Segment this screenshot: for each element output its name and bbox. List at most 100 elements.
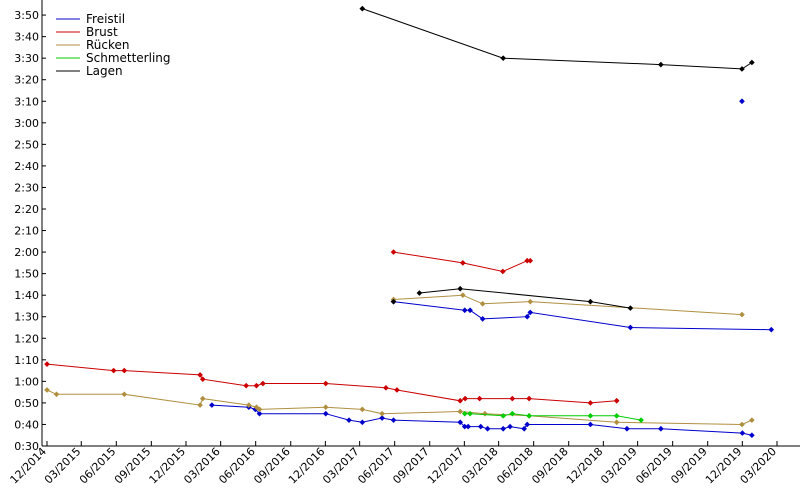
data-point (749, 432, 755, 439)
series-line (46, 363, 617, 404)
data-point (322, 380, 329, 387)
legend-label: Brust (86, 25, 118, 39)
y-tick-label: 3:00 (14, 117, 39, 130)
data-point (394, 387, 400, 393)
data-point (379, 410, 385, 417)
data-point (467, 410, 473, 417)
legend-entry: Schmetterling (56, 51, 171, 65)
data-point (197, 372, 203, 378)
x-tick-label: 03/2017 (320, 445, 362, 487)
legend-label: Schmetterling (86, 51, 171, 65)
x-tick-label: 03/2018 (459, 445, 501, 487)
data-point (482, 410, 488, 417)
x-tick-label: 06/2018 (494, 445, 536, 487)
x-tick-label: 12/2017 (425, 445, 467, 487)
y-tick-label: 1:10 (14, 354, 39, 367)
y-tick-label: 3:30 (14, 52, 39, 65)
data-point (627, 305, 634, 311)
series-rücken (44, 387, 755, 428)
data-point (507, 423, 513, 430)
y-tick-label: 3:40 (14, 31, 39, 44)
data-point (462, 395, 468, 402)
x-tick-label: 03/2020 (738, 445, 780, 487)
data-point (457, 408, 464, 415)
x-tick-label: 06/2015 (77, 445, 119, 487)
series-brust (44, 361, 620, 406)
data-point (526, 413, 532, 419)
data-point (749, 417, 755, 423)
data-point (383, 384, 389, 391)
legend-label: Lagen (86, 64, 123, 78)
data-point (484, 425, 491, 432)
series-freistil (739, 98, 745, 105)
x-tick-label: 09/2016 (251, 445, 293, 487)
x-tick-label: 09/2019 (668, 445, 710, 487)
data-point (199, 376, 206, 383)
data-point (500, 55, 507, 62)
data-point (461, 307, 468, 314)
data-point (199, 395, 206, 402)
x-tick-label: 09/2017 (390, 445, 432, 487)
data-point (479, 316, 486, 322)
data-point (379, 415, 385, 421)
data-point (587, 413, 594, 419)
y-tick-label: 3:50 (14, 9, 39, 22)
data-point (500, 413, 507, 419)
data-point (587, 298, 594, 305)
series-freistil (209, 402, 755, 439)
data-point (499, 268, 506, 275)
data-point (465, 423, 471, 430)
data-point (527, 298, 534, 305)
legend-entry: Lagen (56, 64, 123, 78)
data-point (524, 421, 531, 428)
data-point (243, 382, 249, 389)
series-freistil (390, 298, 775, 333)
legend-entry: Rücken (56, 38, 130, 52)
data-point (739, 66, 745, 72)
series-line (464, 413, 642, 421)
data-point (359, 5, 366, 12)
data-point (613, 419, 620, 426)
data-point (477, 423, 484, 430)
y-tick-label: 0:30 (14, 440, 39, 453)
data-point (253, 382, 260, 389)
x-tick-label: 12/2019 (703, 445, 745, 487)
x-tick-label: 12/2018 (564, 445, 606, 487)
data-point (524, 257, 531, 264)
x-tick-label: 06/2016 (216, 445, 258, 487)
data-point (638, 417, 644, 423)
data-point (500, 425, 507, 432)
data-point (256, 410, 263, 417)
data-point (209, 402, 215, 408)
data-point (121, 367, 128, 374)
data-point (260, 380, 266, 387)
y-tick-label: 0:40 (14, 418, 39, 431)
data-point (527, 309, 534, 316)
series-line (46, 389, 753, 426)
y-tick-label: 1:00 (14, 375, 39, 388)
data-point (624, 425, 630, 432)
y-tick-label: 1:20 (14, 332, 39, 345)
data-point (44, 361, 50, 367)
data-point (457, 285, 464, 292)
data-point (197, 402, 203, 408)
data-point (524, 313, 531, 320)
y-tick-label: 2:30 (14, 181, 39, 194)
y-tick-label: 1:50 (14, 268, 39, 281)
y-tick-label: 2:50 (14, 138, 39, 151)
data-point (627, 324, 634, 331)
data-point (346, 417, 352, 423)
series-lagen (416, 285, 634, 311)
x-tick-label: 12/2016 (286, 445, 328, 487)
data-point (322, 410, 329, 417)
data-point (739, 311, 745, 318)
x-tick-label: 06/2019 (633, 445, 675, 487)
series-lagen (390, 298, 397, 305)
series-line (362, 8, 753, 70)
data-point (359, 406, 366, 413)
series-line (393, 301, 772, 331)
y-tick-label: 3:10 (14, 95, 39, 108)
data-point (256, 406, 263, 413)
x-tick-label: 09/2018 (529, 445, 571, 487)
